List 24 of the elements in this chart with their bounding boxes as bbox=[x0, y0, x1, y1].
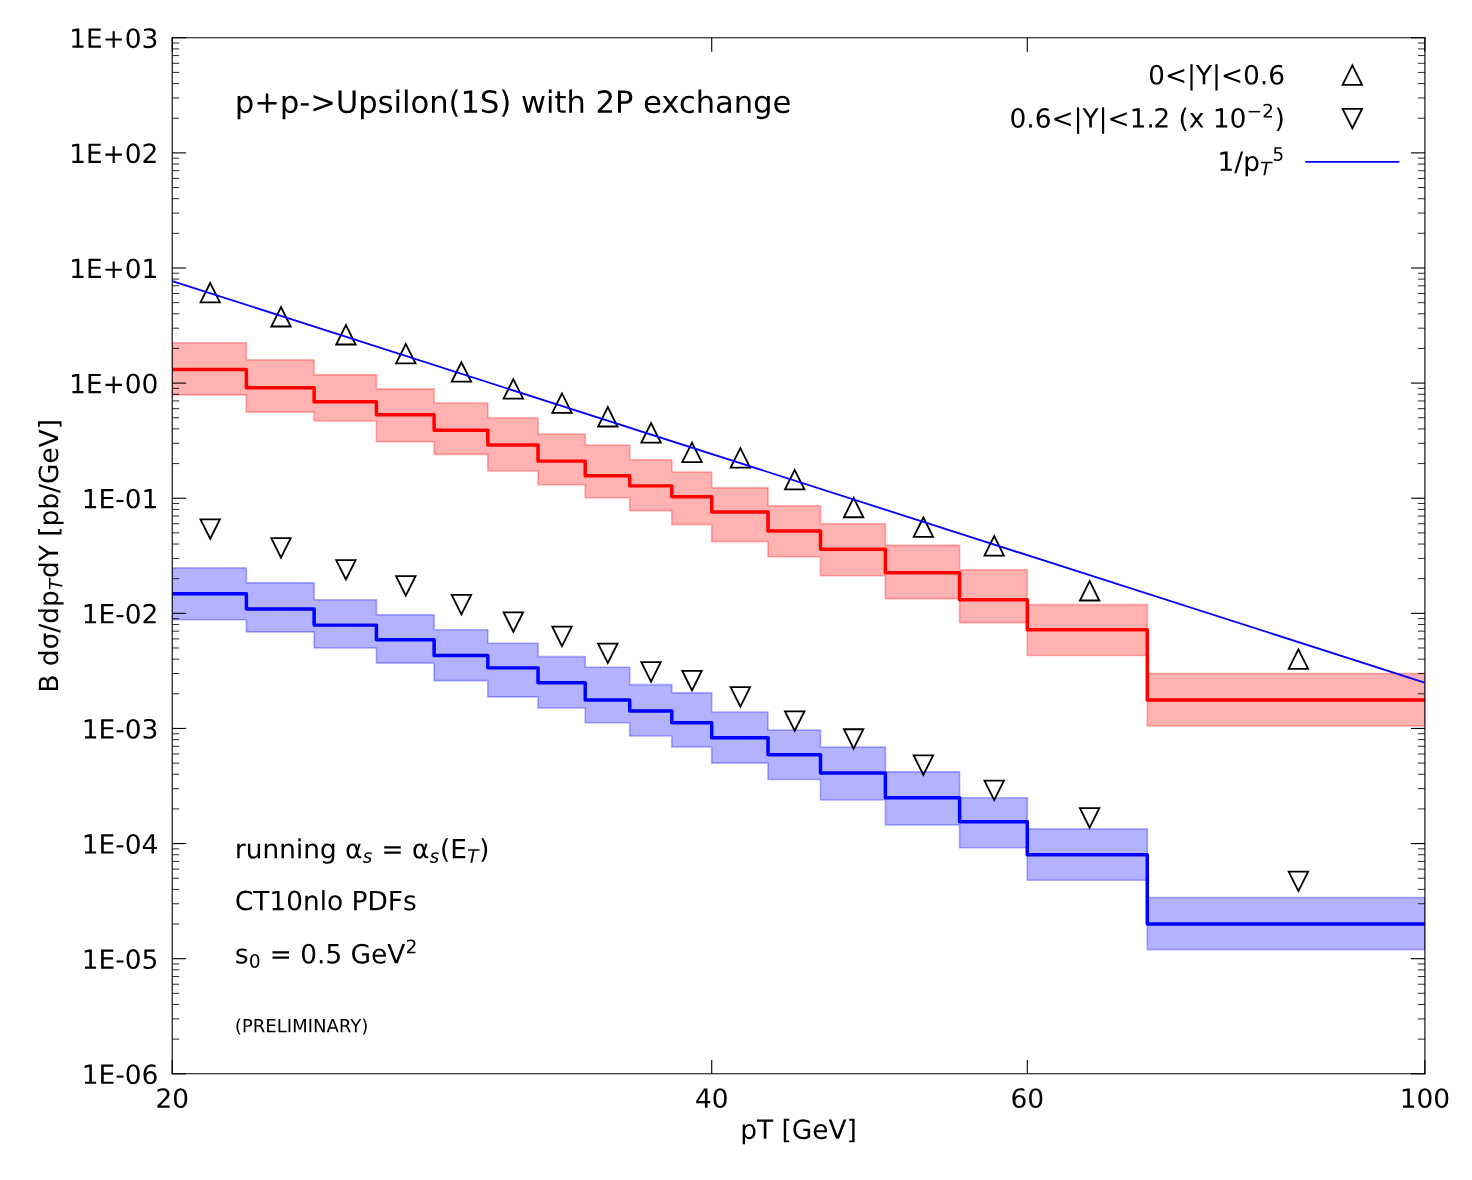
x-axis-title: pT [GeV] bbox=[742, 1118, 855, 1145]
annotation: (PRELIMINARY) bbox=[236, 1018, 367, 1035]
y-tick-label: 1E+00 bbox=[72, 373, 157, 394]
legend-label: 0.6<|Y|<1.2 (x 10$^{−2}$) bbox=[1011, 103, 1283, 134]
y-tick-label: 1E+01 bbox=[72, 258, 156, 279]
x-tick-label: 100 bbox=[1402, 1088, 1449, 1109]
legend-label: 1/p$_{T}$$^{5}$ bbox=[1220, 147, 1283, 177]
x-tick-label: 60 bbox=[1012, 1088, 1043, 1109]
y-tick-label: 1E+03 bbox=[72, 28, 157, 49]
y-tick-label: 1E+02 bbox=[72, 143, 156, 164]
y-tick-label: 1E-04 bbox=[84, 834, 157, 854]
x-tick-label: 40 bbox=[696, 1088, 727, 1109]
annotation: CT10nlo PDFs bbox=[236, 890, 416, 911]
y-tick-label: 1E-02 bbox=[84, 603, 156, 624]
y-axis-title: B dσ/dp$_{T}$dY [pb/GeV] bbox=[38, 421, 64, 691]
annotation: running α$_{s}$ = α$_{s}$(E$_{T}$) bbox=[237, 838, 488, 864]
y-tick-label: 1E-03 bbox=[84, 718, 157, 739]
text: p+p->Upsilon(1S) with 2P exchange bbox=[237, 89, 790, 120]
annotation: s$_{0}$ = 0.5 GeV$^{2}$ bbox=[236, 939, 416, 968]
x-tick-label: 20 bbox=[157, 1088, 188, 1109]
y-tick-label: 1E-05 bbox=[84, 949, 157, 970]
y-tick-label: 1E-01 bbox=[84, 488, 156, 509]
y-tick-label: 1E-06 bbox=[84, 1064, 157, 1085]
legend-label: 0<|Y|<0.6 bbox=[1149, 64, 1284, 91]
